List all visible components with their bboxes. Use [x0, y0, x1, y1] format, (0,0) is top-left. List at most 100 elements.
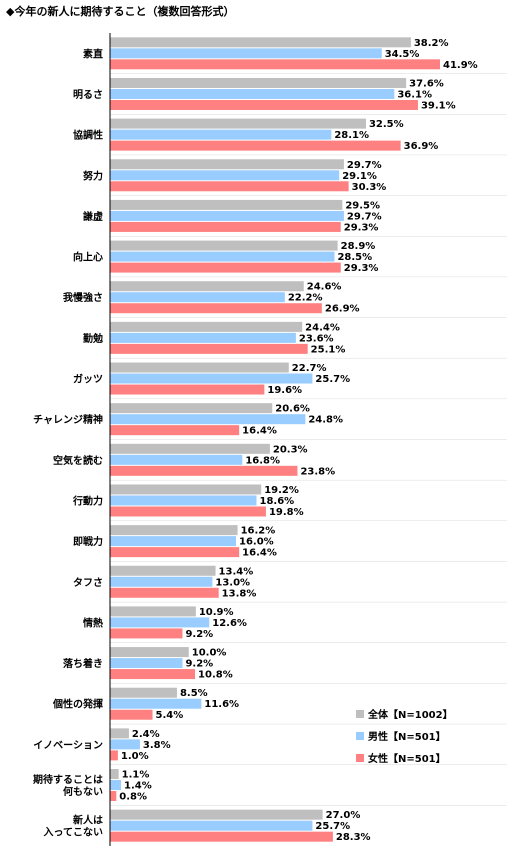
data-label: 22.2%: [288, 293, 323, 304]
data-label: 18.6%: [259, 496, 294, 507]
data-label: 41.9%: [443, 60, 478, 71]
data-label: 36.9%: [404, 141, 439, 152]
category-label: 落ち着き: [63, 657, 103, 670]
data-label: 26.9%: [325, 304, 360, 315]
data-label: 16.8%: [245, 455, 280, 466]
category-label: ガッツ: [73, 373, 103, 386]
data-label: 28.1%: [334, 130, 369, 141]
data-label: 22.7%: [292, 363, 327, 374]
data-label: 27.0%: [326, 810, 361, 821]
bar: [110, 48, 382, 59]
category-label: チャレンジ精神: [33, 413, 103, 426]
data-label: 19.2%: [264, 485, 299, 496]
bar: [110, 606, 196, 617]
bar: [110, 59, 440, 70]
bar: [110, 281, 304, 292]
bar: [110, 587, 219, 598]
data-label: 10.0%: [192, 648, 227, 659]
data-label: 34.5%: [385, 49, 420, 60]
bar: [110, 769, 119, 780]
data-label: 25.1%: [311, 344, 346, 355]
data-label: 16.4%: [242, 548, 277, 559]
bar: [110, 159, 344, 170]
category-label: イノベーション: [33, 739, 103, 751]
bar: [110, 425, 240, 436]
bar: [110, 791, 117, 802]
chart-title: ◆今年の新人に期待すること（複数回答形式）: [6, 5, 235, 18]
category-label: 我慢強さ: [63, 291, 103, 304]
data-label: 0.8%: [119, 792, 147, 803]
data-label: 29.1%: [342, 171, 377, 182]
bar: [110, 362, 289, 373]
legend-entry: 全体【N=1002】: [367, 708, 453, 721]
category-label: 勤勉: [83, 332, 103, 345]
data-label: 1.1%: [122, 770, 150, 781]
data-label: 5.4%: [156, 710, 184, 721]
data-label: 28.3%: [336, 832, 371, 843]
data-label: 37.6%: [409, 78, 444, 89]
legend-swatch: [356, 732, 364, 740]
legend-entry: 女性【N=501】: [368, 752, 446, 765]
category-label: タフさ: [73, 577, 103, 589]
bar: [110, 373, 313, 384]
category-label: 努力: [83, 169, 103, 182]
data-label: 20.3%: [273, 444, 308, 455]
bar: [110, 170, 340, 181]
data-label: 13.8%: [222, 588, 257, 599]
legend-entry: 男性【N=501】: [368, 730, 446, 743]
category-label: 新人は入ってこない: [44, 814, 104, 839]
bar: [110, 251, 335, 262]
bar: [110, 495, 257, 506]
data-label: 32.5%: [369, 119, 404, 130]
bar: [110, 647, 189, 658]
bar: [110, 525, 238, 536]
data-label: 16.0%: [239, 537, 274, 548]
bar: [110, 820, 313, 831]
bar: [110, 780, 122, 791]
bar: [110, 454, 243, 465]
category-label: 明るさ: [73, 89, 103, 101]
data-label: 30.3%: [352, 182, 387, 193]
category-label: 個性の発揮: [52, 698, 103, 711]
data-label: 8.5%: [180, 688, 208, 699]
bar: [110, 617, 210, 628]
data-label: 23.8%: [300, 466, 335, 477]
bar: [110, 292, 285, 303]
bar: [110, 669, 196, 680]
bar: [110, 140, 401, 151]
data-label: 16.2%: [241, 526, 276, 537]
bar: [110, 687, 177, 698]
data-label: 29.3%: [344, 263, 379, 274]
data-label: 38.2%: [414, 38, 449, 49]
data-label: 25.7%: [315, 374, 350, 385]
bar: [110, 199, 343, 210]
bar: [110, 37, 411, 48]
bar: [110, 77, 407, 88]
bar: [110, 129, 332, 140]
legend-swatch: [356, 754, 364, 762]
bar: [110, 343, 308, 354]
bar: [110, 414, 306, 425]
data-label: 1.0%: [121, 751, 149, 762]
data-label: 13.0%: [215, 577, 250, 588]
category-label: 謙虚: [83, 210, 103, 223]
bar: [110, 443, 270, 454]
data-label: 9.2%: [185, 659, 213, 670]
bar: [110, 809, 323, 820]
data-label: 12.6%: [212, 618, 247, 629]
bar: [110, 576, 213, 587]
category-label: 行動力: [72, 494, 103, 507]
data-label: 28.5%: [337, 252, 372, 263]
data-label: 13.4%: [219, 566, 254, 577]
data-label: 24.4%: [305, 322, 340, 333]
data-label: 11.6%: [204, 699, 239, 710]
category-label: 期待することは何もない: [33, 773, 103, 798]
data-label: 29.7%: [347, 160, 382, 171]
bar: [110, 506, 266, 517]
data-label: 3.8%: [143, 740, 171, 751]
data-label: 10.9%: [199, 607, 234, 618]
data-label: 24.8%: [308, 415, 343, 426]
data-label: 29.7%: [347, 211, 382, 222]
bar: [110, 565, 216, 576]
bar: [110, 750, 118, 761]
